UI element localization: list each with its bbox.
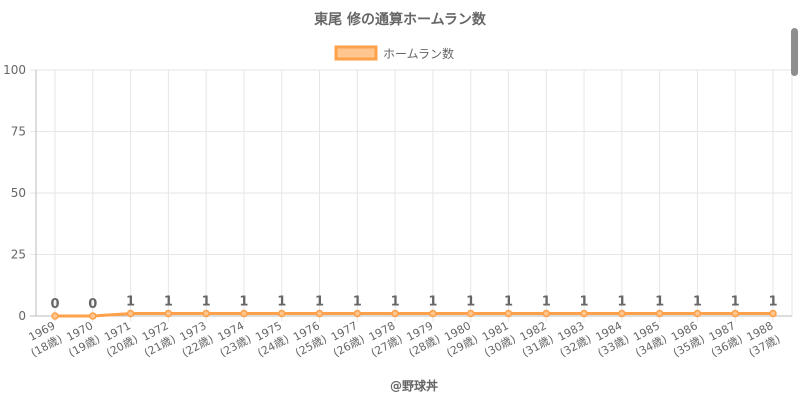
data-point [202, 309, 210, 318]
data-point [315, 309, 324, 318]
data-point [240, 309, 248, 318]
chart-footer: @野球丼 [390, 378, 438, 393]
x-tick-label: 1970(19歳) [59, 319, 102, 359]
x-tick-label: 1987(36歳) [702, 319, 745, 359]
data-point [391, 309, 399, 318]
x-tick-label: 1972(21歳) [135, 319, 178, 359]
data-label: 1 [126, 295, 135, 310]
y-tick-label: 50 [11, 186, 26, 200]
chart-title: 東尾 修の通算ホームラン数 [314, 11, 487, 28]
data-label: 1 [617, 295, 626, 310]
data-label: 1 [164, 295, 173, 310]
data-point [353, 309, 362, 318]
x-tick-label: 1976(25歳) [286, 319, 329, 359]
data-point [51, 312, 59, 320]
data-point [655, 309, 664, 318]
x-tick-label: 1988(37歳) [740, 319, 783, 359]
y-tick-label: 25 [11, 248, 26, 262]
x-tick-label: 1973(22歳) [173, 319, 216, 359]
data-point [89, 312, 97, 320]
x-tick-label: 1974(23歳) [211, 319, 254, 359]
data-label: 1 [580, 295, 589, 310]
x-tick-label: 1982(31歳) [513, 319, 556, 359]
data-point [126, 309, 135, 318]
x-tick-label: 1985(34歳) [626, 319, 669, 359]
x-tick-label: 1980(29歳) [437, 319, 480, 359]
data-label: 1 [353, 295, 362, 310]
data-label: 1 [466, 295, 475, 310]
data-label: 1 [277, 295, 286, 310]
data-point [542, 309, 551, 318]
data-point [466, 309, 475, 318]
data-label: 1 [428, 295, 437, 310]
x-tick-label: 1984(33歳) [588, 319, 631, 359]
data-label: 1 [202, 295, 211, 310]
data-point [693, 309, 702, 318]
data-point [731, 309, 739, 318]
x-tick-label: 1978(27歳) [362, 319, 405, 359]
legend-swatch[interactable] [334, 45, 378, 61]
data-point [769, 309, 777, 318]
x-tick-label: 1969(18歳) [22, 319, 65, 359]
data-point [429, 309, 437, 318]
data-point [504, 309, 513, 318]
x-tick-label: 1971(20歳) [97, 319, 140, 359]
data-label: 1 [768, 295, 777, 310]
data-label: 0 [88, 297, 97, 312]
data-label: 1 [315, 295, 324, 310]
x-tick-label: 1977(26歳) [324, 319, 367, 359]
data-label: 1 [239, 295, 248, 310]
x-tick-label: 1981(30歳) [475, 319, 518, 359]
scrollbar-thumb[interactable] [791, 28, 798, 76]
x-tick-label: 1975(24歳) [248, 319, 291, 359]
data-point [580, 309, 588, 318]
data-label: 1 [542, 295, 551, 310]
x-tick-label: 1979(28歳) [400, 319, 443, 359]
y-tick-label: 0 [18, 309, 26, 323]
data-label: 1 [504, 295, 513, 310]
data-point [618, 309, 626, 318]
data-point [277, 309, 286, 318]
data-label: 1 [391, 295, 400, 310]
x-tick-label: 1986(35歳) [664, 319, 707, 359]
legend-label[interactable]: ホームラン数 [383, 46, 454, 61]
y-tick-label: 100 [3, 63, 26, 77]
x-tick-label: 1983(32歳) [551, 319, 594, 359]
data-label: 1 [731, 295, 740, 310]
data-label: 1 [693, 295, 702, 310]
data-label: 0 [50, 297, 59, 312]
y-tick-label: 75 [11, 125, 26, 139]
series-line [55, 312, 773, 318]
data-point [164, 309, 173, 318]
data-label: 1 [655, 295, 664, 310]
